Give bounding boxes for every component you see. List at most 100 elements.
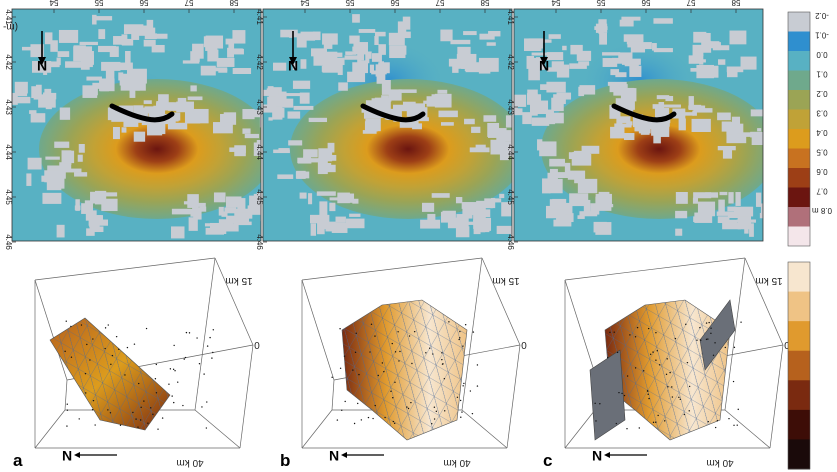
north-arrow-icon: [604, 452, 647, 458]
colorbar-swatch: [788, 148, 810, 168]
zero-label: 0: [254, 339, 260, 350]
lat-tick-label: 4.41: [255, 9, 264, 25]
aftershock-points: [64, 320, 215, 430]
incoherent-patches: [12, 14, 261, 239]
zero-label: 0: [521, 339, 527, 350]
slip-colorbar-swatch: [788, 350, 810, 381]
lat-tick-label: 4.45: [506, 189, 515, 205]
lat-tick-label: 4.42: [255, 54, 264, 70]
north-label: N: [539, 58, 549, 74]
lat-tick-label: 4.46: [255, 234, 264, 250]
colorbar-label: 0.0: [816, 50, 828, 59]
lon-tick-label: 56: [139, 0, 148, 7]
incoherent-patches: [514, 16, 763, 237]
fault-trace: [611, 103, 677, 123]
depth-label: 15 km: [492, 275, 519, 286]
panel-letter: c: [543, 451, 552, 470]
lat-tick-label: 4.43: [4, 99, 13, 115]
colorbar-label: 0.1: [816, 70, 828, 79]
incoherent-patches: [263, 14, 512, 241]
lat-tick-label: 4.42: [4, 54, 13, 70]
north-label: N: [288, 58, 298, 74]
slip-colorbar-swatch: [788, 262, 810, 293]
aftershock-points: [331, 321, 479, 425]
colorbar-swatch: [788, 70, 810, 90]
north-label: N: [592, 448, 602, 464]
colorbar-label: -0.1: [815, 31, 829, 40]
lon-tick-label: 58: [229, 0, 238, 7]
north-label: N: [62, 448, 72, 464]
lat-tick-label: 4.42: [506, 54, 515, 70]
north-arrow-icon: [74, 452, 117, 458]
lon-tick-label: 56: [641, 0, 650, 7]
slip-colorbar-swatch: [788, 439, 810, 470]
length-label: 40 km: [443, 457, 470, 468]
lon-tick-label: 58: [731, 0, 740, 7]
lat-tick-label: 4.43: [255, 99, 264, 115]
zero-label: 0: [784, 339, 790, 350]
lon-tick-label: 54: [49, 0, 58, 7]
lon-tick-label: 55: [596, 0, 605, 7]
colorbar-label: 0.4: [816, 128, 828, 137]
lon-tick-label: 54: [300, 0, 309, 7]
fault-trace: [360, 103, 426, 123]
colorbar-label: -0.2: [815, 11, 829, 20]
lon-tick-label: 57: [686, 0, 695, 7]
slip-colorbar-swatch: [788, 380, 810, 411]
lat-tick-label: 4.45: [4, 189, 13, 205]
colorbar-label: 0.3: [816, 109, 828, 118]
slip-colorbar-swatch: [788, 321, 810, 352]
lon-tick-label: 57: [184, 0, 193, 7]
slip-colorbar-swatch: [788, 409, 810, 440]
map-panel-map-b: 54 55 56 57 58 4.41 4.42 4.43 4.44 4.45 4.46 N: [255, 0, 513, 250]
colorbar-swatch: [788, 31, 810, 51]
secondary-fault-plane: [699, 299, 736, 371]
fault-trace: [109, 103, 175, 123]
lon-tick-label: 56: [390, 0, 399, 7]
lon-tick-label: 57: [435, 0, 444, 7]
lon-tick-label: 55: [345, 0, 354, 7]
lon-tick-label: 55: [94, 0, 103, 7]
map-panel-map-c: 54 55 56 57 58 4.41 4.42 4.43 4.44 4.45 4.46 N: [506, 0, 764, 250]
colorbar-swatch: [788, 207, 810, 227]
colorbar-swatch: [788, 226, 810, 246]
map-panel-map-a: 54 55 56 57 58 4.41 4.42 4.43 4.44 4.45 4.46 N: [4, 0, 262, 250]
north-arrow-icon: [289, 31, 297, 65]
lon-tick-label: 54: [551, 0, 560, 7]
north-arrow-icon: [341, 452, 384, 458]
model-box: [34, 257, 254, 449]
colorbar-label: 0.6: [816, 167, 828, 176]
colorbar-swatch: [788, 90, 810, 110]
north-arrow-icon: [38, 31, 46, 65]
lat-tick-label: 4.46: [506, 234, 515, 250]
fault-model-panel-b: b 15 km 0 40 km N: [280, 257, 527, 470]
fault-mesh: [605, 300, 730, 440]
panel-letter: b: [280, 451, 290, 470]
colorbar-label: 0.8 m: [812, 206, 832, 215]
depth-label: 15 km: [225, 275, 252, 286]
lat-tick-label: 4.44: [255, 144, 264, 160]
depth-label: 15 km: [755, 275, 782, 286]
colorbar-swatch: [788, 12, 810, 32]
lat-tick-label: 4.45: [255, 189, 264, 205]
north-label: N: [37, 58, 47, 74]
secondary-fault-plane: [589, 349, 626, 441]
colorbar-swatch: [788, 187, 810, 207]
colorbar-swatch: [788, 51, 810, 71]
lat-tick-label: 4.46: [4, 234, 13, 250]
lat-tick-label: 4.43: [506, 99, 515, 115]
fault-model-panel-c: c 15 km 0 40 km N: [543, 257, 790, 470]
colorbar-swatch: [788, 168, 810, 188]
north-label: N: [329, 448, 339, 464]
fault-model-panel-a: a 15 km 0 40 km N: [13, 257, 260, 470]
map-frame: [513, 8, 764, 242]
map-frame: [11, 8, 262, 242]
colorbar-label: 0.7: [816, 187, 828, 196]
slip-colorbar-swatch: [788, 291, 810, 322]
length-label: 40 km: [706, 457, 733, 468]
colorbar-swatch: [788, 129, 810, 149]
colorbar-swatch: [788, 109, 810, 129]
lat-tick-label: 4.41: [4, 9, 13, 25]
